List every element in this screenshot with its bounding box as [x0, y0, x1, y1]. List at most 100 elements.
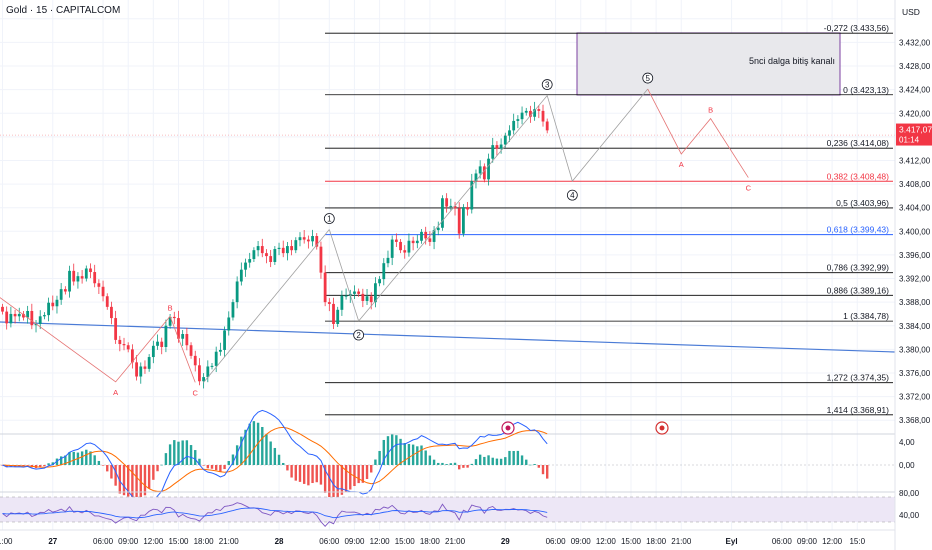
candle-body: [340, 295, 344, 310]
candle-body: [369, 296, 373, 303]
x-tick-label: 12:00: [370, 537, 391, 546]
macd-histogram-bar: [307, 465, 310, 486]
candle-body: [378, 279, 381, 284]
price-axis[interactable]: USD3.432,003.428,003.424,003.420,003.416…: [894, 0, 932, 550]
macd-histogram-bar: [135, 465, 138, 502]
event-badge-flag-dot: [659, 425, 665, 431]
candle-body: [302, 237, 306, 240]
wave-corrective-label: C: [193, 388, 199, 397]
fib-level-label: 1 (3.384,78): [843, 311, 889, 321]
candle-body: [374, 283, 377, 303]
candle-body: [55, 299, 59, 307]
macd-histogram-bar: [286, 465, 289, 471]
macd-histogram-bar: [198, 458, 201, 465]
channel-label: 5nci dalga bitiş kanalı: [749, 56, 835, 66]
candle-body: [239, 269, 243, 282]
macd-histogram-bar: [282, 462, 285, 465]
candle-body: [432, 230, 436, 242]
candle-body: [353, 291, 356, 294]
macd-histogram-bar: [189, 445, 193, 465]
macd-histogram-bar: [458, 465, 461, 470]
wave-corrective-label: B: [708, 106, 713, 115]
x-tick-label: Eyl: [726, 537, 738, 546]
x-tick-label: 06:00: [93, 537, 114, 546]
macd-histogram-bar: [244, 429, 247, 465]
macd-histogram-bar: [336, 465, 339, 501]
event-badges[interactable]: [501, 421, 669, 435]
candle-body: [139, 366, 143, 377]
wave-line: [328, 229, 360, 322]
candle-body: [499, 144, 503, 149]
macd-histogram-bar: [516, 450, 520, 465]
candle-body: [223, 330, 226, 350]
candle-body: [403, 250, 407, 253]
fib-level-label: 0,618 (3.399,43): [827, 225, 890, 235]
macd-histogram-bar: [93, 455, 96, 465]
wave-marker-label: 2: [356, 331, 361, 340]
macd-histogram-bar: [512, 450, 515, 465]
y-tick-label: 3.424,00: [899, 86, 931, 95]
trendline: [0, 321, 896, 353]
y-tick-label: 3.404,00: [899, 204, 931, 213]
candle-body: [394, 239, 398, 242]
candle-body: [160, 341, 164, 347]
candle-body: [277, 247, 281, 250]
macd-histogram-bar: [97, 460, 101, 465]
wave-corrective-label: A: [113, 388, 118, 397]
candle-body: [386, 257, 390, 264]
candle-body: [281, 247, 285, 254]
rsi-panel[interactable]: [0, 491, 895, 527]
x-tick-label: 06:00: [546, 537, 567, 546]
macd-histogram-bar: [160, 464, 163, 466]
candle-body: [319, 246, 323, 273]
candle-body: [206, 366, 210, 378]
macd-histogram-bar: [332, 465, 335, 501]
macd-histogram-bar: [5, 465, 8, 468]
macd-histogram-bar: [147, 465, 151, 489]
macd-panel[interactable]: [0, 409, 895, 509]
candle-body: [332, 303, 335, 324]
macd-tick-label: 0,00: [899, 461, 915, 470]
candle-body: [13, 313, 17, 317]
rsi-band: [0, 497, 895, 522]
macd-histogram-bar: [227, 461, 230, 465]
macd-histogram-bar: [365, 465, 369, 480]
y-tick-label: 3.384,00: [899, 322, 931, 331]
macd-histogram-bar: [210, 465, 214, 469]
macd-histogram-bar: [478, 454, 482, 465]
macd-histogram-bar: [382, 439, 385, 465]
fib-level-label: 0,236 (3.414,08): [827, 138, 890, 148]
macd-histogram-bar: [72, 451, 75, 465]
y-tick-label: 3.420,00: [899, 109, 931, 118]
x-tick-label: 12:00: [596, 537, 617, 546]
y-tick-label: 3.388,00: [899, 298, 931, 307]
macd-histogram-bar: [420, 445, 423, 465]
wave-line: [0, 297, 196, 383]
candle-body: [512, 120, 516, 131]
macd-histogram-bar: [328, 465, 331, 498]
macd-histogram-bar: [206, 465, 210, 469]
candle-body: [130, 349, 134, 363]
macd-histogram-bar: [390, 434, 394, 465]
wave-line: [647, 88, 749, 178]
candle-body: [181, 334, 185, 339]
macd-histogram-bar: [118, 465, 122, 494]
wave-marker-circle: [541, 79, 553, 90]
macd-histogram-bar: [370, 465, 373, 473]
candle-body: [63, 289, 67, 292]
macd-histogram-bar: [340, 465, 344, 495]
macd-histogram-bar: [495, 458, 499, 465]
candle-body: [43, 315, 46, 317]
y-tick-label: 3.432,00: [899, 38, 931, 47]
macd-histogram-bar: [223, 465, 226, 470]
macd-histogram-bar: [168, 444, 172, 465]
macd-histogram-bar: [202, 465, 205, 466]
x-tick-label: 28: [275, 537, 284, 546]
macd-histogram-bar: [219, 465, 222, 473]
macd-histogram-bar: [474, 459, 478, 465]
time-axis[interactable]: 21:00 27 06:00 09:00 12:00 15:00 18:00 21:00 28 0…: [0, 529, 895, 546]
macd-histogram-bar: [55, 458, 59, 465]
candle-body: [235, 281, 239, 303]
candle-body: [260, 246, 264, 254]
